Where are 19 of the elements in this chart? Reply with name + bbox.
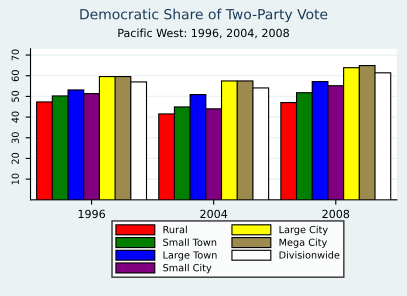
legend-label: Large Town xyxy=(164,251,217,261)
x-tick-label: 2008 xyxy=(322,210,350,218)
x-tick-label: 1996 xyxy=(78,210,106,218)
y-tick-label: 30 xyxy=(12,132,19,144)
chart-title: Democratic Share of Two-Party Vote xyxy=(80,8,328,22)
legend-label: Large City xyxy=(280,226,328,236)
legend-label: Small City xyxy=(163,264,212,274)
x-tick-label: 2004 xyxy=(200,210,228,218)
chart-subtitle: Pacific West: 1996, 2004, 2008 xyxy=(118,28,289,38)
y-tick-label: 20 xyxy=(12,152,19,164)
y-tick-label: 60 xyxy=(12,70,19,82)
legend-label: Divisionwide xyxy=(280,251,340,259)
legend-label: Rural xyxy=(164,226,187,234)
legend-label: Mega City xyxy=(280,238,327,248)
y-tick-label: 70 xyxy=(12,50,19,60)
y-tick-label: 50 xyxy=(12,90,19,102)
y-tick-label: 40 xyxy=(12,112,19,123)
legend-label: Small Town xyxy=(163,238,216,246)
y-tick-label: 10 xyxy=(12,174,19,184)
